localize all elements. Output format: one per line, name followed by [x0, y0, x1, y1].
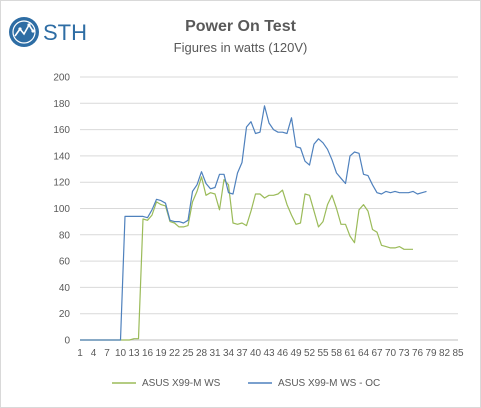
y-tick-label: 140: [53, 151, 70, 162]
series-line-1: [80, 176, 413, 341]
y-tick-label: 80: [59, 230, 71, 241]
y-tick-label: 100: [53, 204, 70, 215]
x-tick-label: 73: [398, 348, 410, 359]
legend-label-1: ASUS X99-M WS: [142, 378, 221, 389]
legend: ASUS X99-M WS ASUS X99-M WS - OC: [112, 378, 380, 389]
chart-title: Power On Test: [185, 18, 296, 35]
x-tick-label: 7: [104, 348, 110, 359]
x-tick-label: 40: [250, 348, 262, 359]
x-tick-label: 19: [155, 348, 167, 359]
x-tick-label: 76: [412, 348, 424, 359]
y-tick-label: 0: [64, 336, 70, 347]
x-tick-label: 64: [358, 348, 370, 359]
x-tick-label: 85: [452, 348, 464, 359]
x-tick-label: 16: [142, 348, 154, 359]
chart-subtitle: Figures in watts (120V): [173, 40, 308, 55]
x-tick-label: 82: [439, 348, 451, 359]
x-axis: 1 4 7 10 13 16 19 22 25 28 31 34 37 40 43 46 49 52 55 58 61 6…: [77, 339, 464, 359]
x-tick-label: 25: [182, 348, 194, 359]
y-axis: 0 20 40 60 80 100 120 140 160 180 200: [53, 73, 70, 347]
x-tick-label: 37: [236, 348, 248, 359]
x-tick-label: 4: [91, 348, 97, 359]
series-lines: [80, 105, 427, 341]
x-tick-label: 58: [331, 348, 343, 359]
series-line-2: [80, 105, 427, 341]
x-tick-label: 70: [385, 348, 397, 359]
legend-label-2: ASUS X99-M WS - OC: [278, 378, 380, 389]
sth-logo: STH: [8, 14, 90, 50]
y-tick-label: 60: [59, 257, 71, 268]
y-tick-label: 200: [53, 73, 70, 84]
y-tick-label: 40: [59, 283, 71, 294]
svg-text:STH: STH: [43, 20, 87, 45]
x-tick-label: 79: [425, 348, 437, 359]
x-tick-label: 46: [277, 348, 289, 359]
x-tick-label: 22: [169, 348, 181, 359]
x-tick-label: 55: [317, 348, 329, 359]
x-tick-label: 1: [77, 348, 83, 359]
x-tick-label: 52: [304, 348, 316, 359]
x-tick-label: 10: [115, 348, 127, 359]
y-tick-label: 20: [59, 309, 71, 320]
x-tick-label: 28: [196, 348, 208, 359]
y-tick-label: 160: [53, 125, 70, 136]
x-tick-label: 67: [371, 348, 383, 359]
x-tick-label: 13: [128, 348, 140, 359]
y-tick-label: 180: [53, 99, 70, 110]
x-tick-label: 34: [223, 348, 235, 359]
x-tick-label: 61: [344, 348, 356, 359]
x-tick-label: 43: [263, 348, 275, 359]
x-tick-label: 49: [290, 348, 302, 359]
x-tick-label: 31: [209, 348, 221, 359]
y-tick-label: 120: [53, 178, 70, 189]
